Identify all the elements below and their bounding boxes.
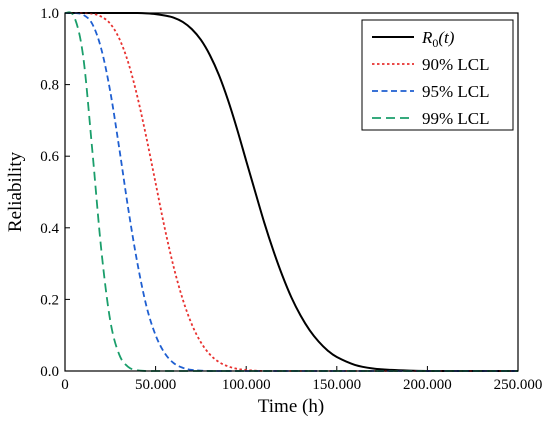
x-tick-label: 250.000: [494, 377, 543, 393]
y-tick-label: 1.0: [40, 6, 59, 22]
y-tick-label: 0.2: [40, 292, 59, 308]
x-axis-label: Time (h): [258, 396, 324, 417]
x-tick-label: 200.000: [403, 377, 452, 393]
y-axis-label: Reliability: [5, 151, 26, 232]
y-tick-label: 0.8: [40, 78, 59, 94]
y-tick-label: 0.6: [40, 149, 59, 165]
axis-ticks: 0 50.000 100.000 150.000 200.000 250.000 0.0 0.…: [40, 6, 542, 393]
legend-box: [361, 19, 514, 131]
y-tick-label: 0.4: [40, 221, 59, 237]
legend-label: R0(t): [421, 28, 455, 50]
legend: R0(t) 90% LCL 95% LCL 99% LCL: [361, 19, 514, 131]
x-tick-label: 100.000: [222, 377, 271, 393]
x-tick-label: 150.000: [312, 377, 361, 393]
x-tick-label: 50.000: [135, 377, 176, 393]
plot-frame: [64, 12, 519, 372]
x-tick-label: 0: [61, 377, 69, 393]
legend-label: 95% LCL: [422, 82, 490, 101]
legend-label: 90% LCL: [422, 55, 490, 74]
y-tick-label: 0.0: [40, 364, 59, 380]
legend-label: 99% LCL: [422, 109, 490, 128]
